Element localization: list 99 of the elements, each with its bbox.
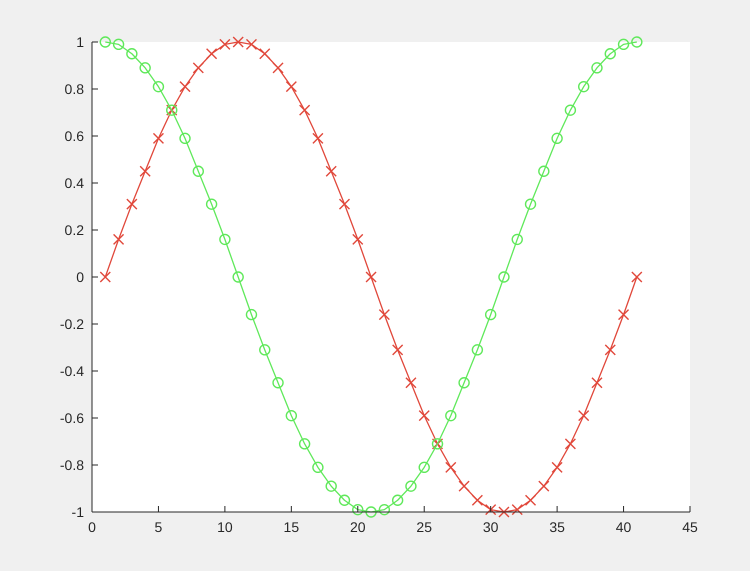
point <box>538 480 550 492</box>
point <box>551 132 563 144</box>
point <box>578 410 590 422</box>
point <box>472 494 484 506</box>
point <box>591 62 603 74</box>
x-tick-label: 35 <box>549 519 566 535</box>
y-tick-label: 0.2 <box>64 222 84 238</box>
point <box>232 36 244 48</box>
point <box>246 308 258 320</box>
x-tick-label: 25 <box>416 519 432 535</box>
point <box>100 36 111 48</box>
point <box>458 480 470 492</box>
point <box>112 234 124 246</box>
x-tick-label: 40 <box>616 519 632 535</box>
point <box>232 271 244 283</box>
point <box>219 38 231 50</box>
point <box>206 48 218 60</box>
point <box>219 234 231 246</box>
point <box>631 36 643 48</box>
y-tick-label: -0.8 <box>60 456 84 473</box>
point <box>126 48 138 60</box>
point <box>484 308 496 320</box>
point <box>338 198 350 210</box>
x-tick-label: 15 <box>284 519 300 535</box>
y-tick-label: -0.4 <box>60 362 84 379</box>
point <box>524 198 536 210</box>
point <box>604 344 616 356</box>
point <box>365 506 377 518</box>
point <box>564 438 576 450</box>
point <box>326 166 337 177</box>
point <box>365 271 377 283</box>
point <box>179 80 191 92</box>
point <box>139 62 151 74</box>
point <box>392 494 404 506</box>
point <box>139 166 151 177</box>
y-tick-label: -0.6 <box>60 410 84 426</box>
point <box>352 234 364 246</box>
point <box>259 344 270 356</box>
point <box>484 504 496 516</box>
point <box>246 38 258 50</box>
point <box>551 462 563 474</box>
point <box>405 480 417 492</box>
point <box>445 410 456 422</box>
point <box>286 80 298 92</box>
point <box>259 48 270 60</box>
point <box>192 166 204 177</box>
point <box>100 271 111 283</box>
point <box>458 377 470 388</box>
y-tick-label: -0.2 <box>60 316 84 332</box>
point <box>418 462 430 474</box>
point <box>618 38 630 50</box>
point <box>538 166 550 177</box>
point <box>498 506 510 518</box>
x-tick-label: 20 <box>350 519 366 535</box>
point <box>445 462 456 474</box>
y-tick-label: 0 <box>76 268 84 285</box>
point <box>378 504 390 516</box>
point <box>192 62 204 74</box>
point <box>564 104 576 116</box>
point <box>272 377 284 388</box>
y-tick-label: -1 <box>72 504 84 520</box>
point <box>112 38 124 50</box>
point <box>512 504 523 516</box>
point <box>272 62 284 74</box>
point <box>206 198 218 210</box>
point <box>126 198 138 210</box>
point <box>298 438 310 450</box>
point <box>298 104 310 116</box>
point <box>472 344 484 356</box>
point <box>524 494 536 506</box>
point <box>578 80 590 92</box>
point <box>352 504 364 516</box>
point <box>179 132 191 144</box>
y-tick-label: 0.6 <box>64 128 84 144</box>
x-tick-label: 10 <box>217 519 233 535</box>
point <box>326 480 337 492</box>
point <box>378 308 390 320</box>
point <box>312 132 324 144</box>
point <box>604 48 616 60</box>
point <box>498 271 510 283</box>
point <box>631 271 643 283</box>
point <box>152 80 164 92</box>
point <box>418 410 430 422</box>
x-tick-label: 5 <box>154 519 163 535</box>
x-tick-label: 30 <box>482 519 499 535</box>
point <box>392 344 404 356</box>
x-tick-label: 0 <box>88 519 96 535</box>
point <box>512 234 523 246</box>
point <box>286 410 298 422</box>
point <box>152 132 164 144</box>
y-tick-label: 0.4 <box>64 174 84 191</box>
y-tick-label: 1 <box>76 34 84 50</box>
point <box>591 377 603 388</box>
point <box>405 377 417 388</box>
point <box>618 308 630 320</box>
point <box>338 494 350 506</box>
point <box>312 462 324 474</box>
y-tick-label: 0.8 <box>64 80 84 97</box>
x-tick-label: 45 <box>682 519 698 535</box>
